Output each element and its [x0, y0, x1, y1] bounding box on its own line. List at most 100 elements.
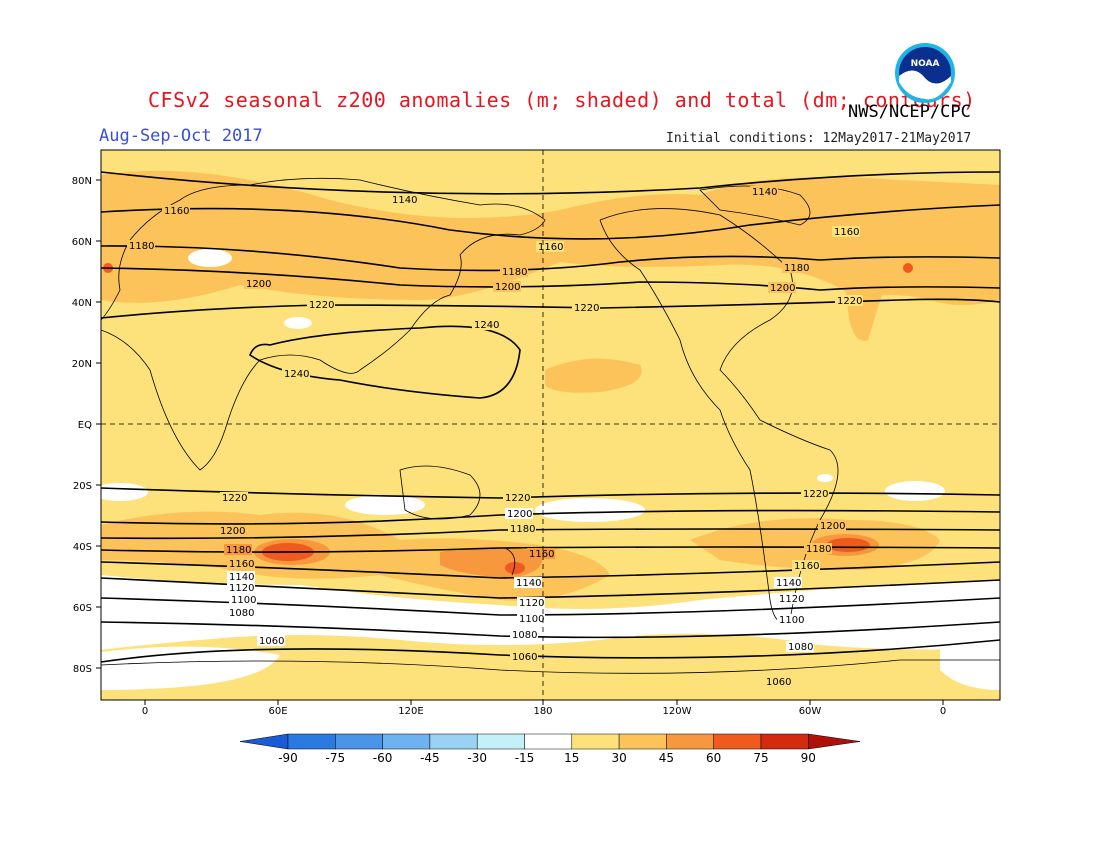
contour-label: 1200: [820, 521, 845, 532]
contour-label: 1120: [779, 594, 804, 605]
contour-label: 1080: [788, 642, 813, 653]
contour-label: 1240: [284, 369, 309, 380]
contour-1160-nh: [101, 204, 1000, 240]
colorbar-segment: [476, 733, 525, 750]
new-zealand-coast: [504, 547, 516, 576]
colorbar-segment: [382, 733, 431, 750]
colorbar-label: 60: [706, 751, 721, 765]
contour-label: 1120: [229, 583, 254, 594]
lat-label: 20N: [72, 359, 92, 370]
agency-label: NWS/NCEP/CPC: [848, 102, 971, 122]
sh-neutral-band: [101, 575, 1000, 650]
contour-label: 1100: [779, 615, 804, 626]
contour-label: 1160: [538, 242, 563, 253]
nh-neutral-spot: [188, 249, 232, 267]
colorbar-label: -60: [373, 751, 393, 765]
contour-label: 1160: [529, 549, 554, 560]
contour-1200-nh: [101, 267, 1000, 291]
contour-label: 1200: [507, 509, 532, 520]
contour-label: 1140: [516, 578, 541, 589]
contour-label: 1140: [229, 572, 254, 583]
colorbar-label: -15: [515, 751, 535, 765]
sh-max-anomaly-east: [826, 538, 870, 552]
antarctica-coast: [101, 659, 1000, 674]
colorbar-label: 75: [753, 751, 768, 765]
contour-label: 1220: [505, 493, 530, 504]
contour-label: 1180: [510, 524, 535, 535]
lat-label: 80S: [73, 664, 92, 675]
noaa-logo-bird: [899, 70, 951, 100]
sh-neutral-spot-3: [535, 498, 645, 522]
colorbar: -90 -75 -60 -45 -30 -15 15 30 45 60 75 90: [239, 733, 861, 765]
colorbar-label: -30: [467, 751, 487, 765]
contour-1240-nh: [249, 325, 521, 399]
colorbar-segment: [760, 733, 809, 750]
sh-neutral-spot-5: [817, 474, 833, 482]
contour-label: 1160: [794, 561, 819, 572]
contour-label: 1120: [519, 598, 544, 609]
lat-label: 60S: [73, 603, 92, 614]
contour-label: 1220: [309, 300, 334, 311]
colorbar-segment: [287, 733, 336, 750]
contour-label: 1200: [495, 282, 520, 293]
contour-1080-sh: [101, 621, 1000, 639]
eurasia-africa-coast: [101, 177, 546, 471]
colorbar-label: 30: [611, 751, 626, 765]
lon-label: 120W: [663, 706, 692, 717]
contour-label: 1220: [803, 489, 828, 500]
asia-neutral-spot: [284, 317, 312, 329]
contour-label: 1220: [574, 303, 599, 314]
colorbar-segment: [713, 733, 762, 750]
lon-label: 120E: [398, 706, 423, 717]
colorbar-label: 15: [564, 751, 579, 765]
contour-label: 1140: [752, 187, 777, 198]
chart-title: CFSv2 seasonal z200 anomalies (m; shaded…: [148, 88, 976, 112]
sh-neutral-spot-2: [345, 495, 425, 515]
colorbar-segment: [666, 733, 714, 750]
contour-label: 1100: [519, 614, 544, 625]
period-label: Aug-Sep-Oct 2017: [99, 126, 263, 146]
colorbar-segment: [429, 733, 478, 750]
lon-label: 180: [533, 706, 552, 717]
atlantic-anomaly-tongue: [840, 232, 900, 341]
contour-label: 1160: [229, 559, 254, 570]
contour-label: 1140: [392, 195, 417, 206]
colorbar-arrow-right: [808, 733, 861, 750]
contour-label: 1200: [770, 283, 795, 294]
noaa-logo: NOAA: [895, 43, 955, 103]
contour-label: 1080: [229, 608, 254, 619]
contour-label: 1160: [164, 206, 189, 217]
noaa-logo-text: NOAA: [911, 59, 940, 69]
lat-label: EQ: [78, 420, 92, 431]
initial-conditions-label: Initial conditions: 12May2017-21May2017: [666, 131, 972, 146]
lon-label: 60E: [268, 706, 287, 717]
sh-neutral-spot-1: [101, 483, 148, 501]
antarctic-neutral-west: [101, 646, 280, 690]
contour-labels: 1140 1140 1160 1160 1160 1180 1180 1180 …: [127, 186, 863, 688]
lat-label: 80N: [72, 176, 92, 187]
contour-label: 1220: [222, 493, 247, 504]
pacific-anomaly-patch: [545, 358, 642, 393]
sh-neutral-spot-4: [885, 481, 945, 501]
colorbar-label: 90: [801, 751, 816, 765]
nh-max-spot-east: [903, 263, 913, 273]
lon-label: 0: [142, 706, 148, 717]
contour-label: 1180: [129, 241, 154, 252]
colorbar-label: 45: [659, 751, 674, 765]
latitude-axis: 80N 60N 40N 20N EQ 20S 40S 60S 80S: [72, 176, 101, 675]
contour-label: 1080: [512, 630, 537, 641]
lat-label: 60N: [72, 237, 92, 248]
contour-1140-nh: [101, 171, 1000, 195]
lat-label: 40N: [72, 298, 92, 309]
contour-label: 1180: [784, 263, 809, 274]
contour-label: 1220: [837, 296, 862, 307]
colorbar-label: -75: [325, 751, 345, 765]
colorbar-arrow-left: [239, 733, 289, 750]
lon-label: 0: [940, 706, 946, 717]
contour-1060-sh: [101, 639, 1000, 663]
longitude-axis: 0 60E 120E 180 120W 60W 0: [142, 700, 946, 717]
contour-label: 1240: [474, 320, 499, 331]
colorbar-segment: [618, 733, 667, 750]
sh-max-anomaly-central: [505, 562, 525, 574]
